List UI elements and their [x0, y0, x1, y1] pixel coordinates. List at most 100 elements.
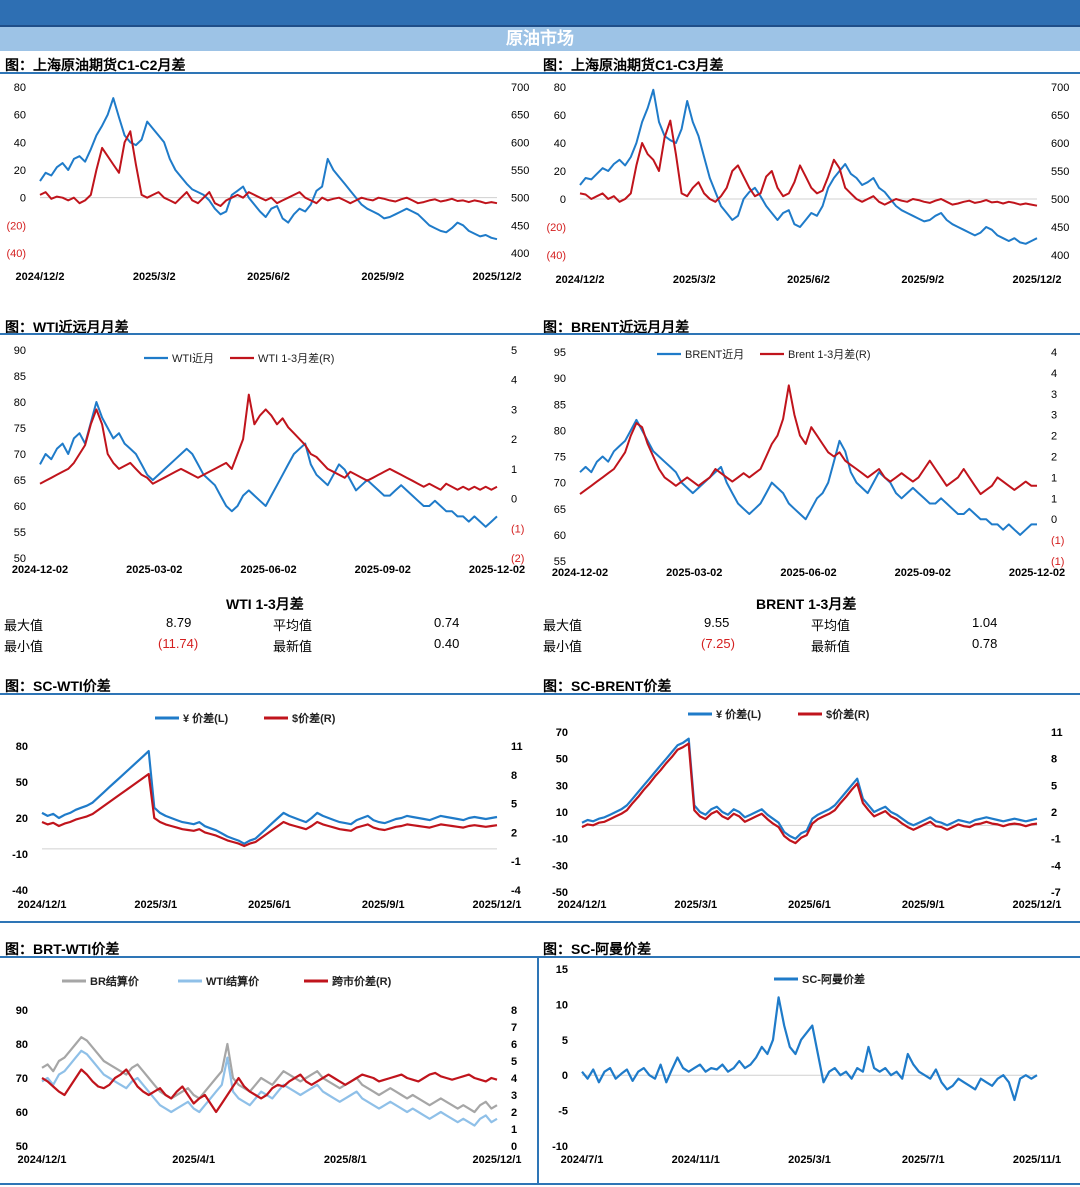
y2-tick-label: 600: [511, 137, 529, 149]
y-tick-label: 20: [554, 166, 566, 178]
y2-tick-label: 550: [1051, 166, 1069, 178]
y2-tick-label: 8: [511, 1005, 517, 1017]
chart-sc-c1c2: 80 60 40 20 0 (20) (40) 700 650 600 550 500 450 400 20…: [6, 82, 529, 283]
x-tick-label: 2025-09-02: [895, 567, 951, 579]
y2-tick-label: 1: [1051, 493, 1057, 505]
y-tick-label: -30: [552, 860, 568, 872]
y-tick-label: 60: [16, 1107, 28, 1119]
y-tick-label: 70: [16, 1073, 28, 1085]
y-tick-label: 80: [16, 1039, 28, 1051]
y-tick-label: 40: [554, 138, 566, 150]
y-tick-label: 0: [560, 194, 566, 206]
legend-label: BR结算价: [90, 974, 140, 988]
x-tick-label: 2025/9/1: [362, 899, 405, 911]
separator: [0, 333, 1080, 335]
y2-tick-label: 500: [1051, 194, 1069, 206]
x-tick-label: 2025/3/1: [674, 899, 717, 911]
x-tick-label: 2025/9/2: [361, 271, 404, 283]
stats-min-label: 最小值: [4, 639, 44, 654]
y2-tick-label: 8: [1051, 754, 1057, 766]
stats-max-label: 最大值: [543, 618, 583, 633]
x-tick-label: 2025/4/1: [172, 1154, 215, 1166]
stats-brent: BRENT 1-3月差 最大值 9.55 平均值 1.04 最小值 (7.25)…: [540, 594, 1078, 654]
y2-tick-label: 3: [511, 1090, 517, 1102]
legend-label: BRENT近月: [685, 348, 744, 361]
y-tick-label: 60: [554, 110, 566, 122]
x-tick-label: 2025-03-02: [126, 564, 182, 576]
y-tick-label: 95: [554, 347, 566, 359]
series-line-0: [39, 401, 498, 528]
series-line-0: [581, 996, 1038, 1102]
panel-title-wti-spread: 图：WTI近远月月差: [5, 319, 129, 335]
y2-tick-label: 0: [1051, 514, 1057, 526]
y2-tick-label: 2: [1051, 452, 1057, 464]
y2-tick-label: 700: [511, 82, 529, 94]
y2-tick-label: 8: [511, 770, 517, 782]
y-tick-label: (20): [6, 220, 26, 232]
y2-tick-label: -4: [1051, 860, 1062, 872]
x-tick-label: 2025/9/1: [902, 899, 945, 911]
panel-title-sc-c1c3: 图：上海原油期货C1-C3月差: [543, 57, 724, 73]
y-tick-label: 20: [16, 813, 28, 825]
y2-tick-label: 5: [1051, 780, 1057, 792]
y2-tick-label: 5: [511, 345, 517, 357]
y2-tick-label: 6: [511, 1039, 517, 1051]
y-tick-label: (40): [546, 250, 566, 262]
y-tick-label: 80: [14, 82, 26, 94]
y2-tick-label: 450: [1051, 222, 1069, 234]
x-tick-label: 2025/12/2: [473, 271, 522, 283]
y-tick-label: 60: [14, 501, 26, 513]
x-tick-label: 2024/12/1: [18, 899, 67, 911]
page-title: 原油市场: [0, 27, 1080, 51]
y2-tick-label: 3: [1051, 410, 1057, 422]
y-tick-label: -10: [552, 1141, 568, 1153]
legend-label: 跨市价差(R): [332, 974, 392, 988]
y2-tick-label: 500: [511, 193, 529, 205]
stats-avg-label: 平均值: [811, 618, 851, 633]
chart-brt-wti: 90 80 70 60 50 8 7 6 5 4 3 2 1 0 2024/12/1 2025/4/1 2025…: [16, 974, 522, 1166]
y2-tick-label: 400: [1051, 250, 1069, 262]
stats-max-value: 9.55: [704, 615, 730, 630]
panel-title-sc-wti: 图：SC-WTI价差: [5, 678, 111, 694]
y2-tick-label: 2: [511, 1107, 517, 1119]
x-tick-label: 2024-12-02: [552, 567, 608, 579]
y2-tick-label: 1: [1051, 472, 1057, 484]
y2-tick-label: 0: [511, 494, 517, 506]
chart-sc-wti: 80 50 20 -10 -40 11 8 5 2 -1 -4 2024/12/1 2025/3/1 20…: [12, 711, 523, 911]
x-tick-label: 2025/12/1: [473, 1154, 522, 1166]
series-line-1: [39, 130, 498, 207]
y-tick-label: 40: [14, 137, 26, 149]
stats-min-value: (11.74): [158, 636, 199, 651]
series-line-0: [39, 97, 498, 241]
legend-label: WTI 1-3月差(R): [258, 351, 334, 365]
y2-tick-label: 3: [1051, 389, 1057, 401]
y2-tick-label: (1): [511, 523, 524, 535]
series-line-0: [41, 749, 498, 845]
y2-tick-label: 0: [511, 1141, 517, 1153]
y2-tick-label: 550: [511, 165, 529, 177]
legend-label: ¥ 价差(L): [183, 711, 229, 725]
x-tick-label: 2024-12-02: [12, 564, 68, 576]
separator: [0, 693, 1080, 695]
chart-sc-c1c3: 80 60 40 20 0 (20) (40) 700 650 600 550 500 450 400 20…: [546, 82, 1069, 286]
stats-wti: WTI 1-3月差 最大值 8.79 平均值 0.74 最小值 (11.74) …: [0, 594, 535, 654]
y-tick-label: 90: [554, 373, 566, 385]
x-tick-label: 2025/6/1: [248, 899, 291, 911]
stats-latest-label: 最新值: [811, 639, 851, 654]
y2-tick-label: 4: [511, 1073, 518, 1085]
panel-title-sc-oman: 图：SC-阿曼价差: [543, 941, 652, 957]
stats-avg-value: 0.74: [434, 615, 460, 630]
x-tick-label: 2025/12/2: [1013, 274, 1062, 286]
y2-tick-label: 5: [511, 1056, 517, 1068]
y2-tick-label: 7: [511, 1022, 517, 1034]
y2-tick-label: 5: [511, 799, 517, 811]
stats-min-label: 最小值: [543, 639, 583, 654]
y-tick-label: 65: [554, 504, 566, 516]
y2-tick-label: (1): [1051, 556, 1064, 568]
y-tick-label: -10: [552, 834, 568, 846]
x-tick-label: 2024/12/2: [556, 274, 605, 286]
panel-title-brt-wti: 图：BRT-WTI价差: [5, 941, 120, 957]
y2-tick-label: 1: [511, 464, 517, 476]
y-tick-label: 0: [20, 193, 26, 205]
x-tick-label: 2025/9/2: [901, 274, 944, 286]
